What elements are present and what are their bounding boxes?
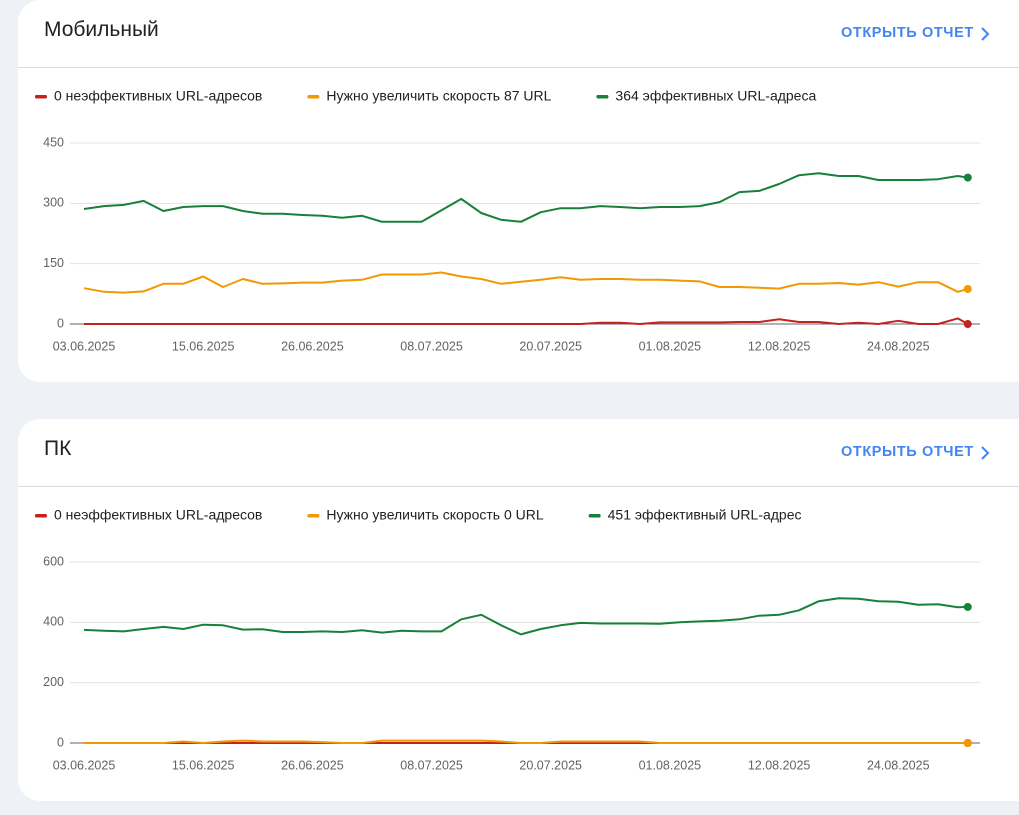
- legend-label: 451 эффективный URL-адрес: [608, 507, 802, 523]
- chart: 0 неэффективных URL-адресов Нужно увеличи…: [35, 507, 980, 772]
- series-line: [83, 597, 968, 636]
- x-tick-label: 03.06.2025: [53, 758, 116, 772]
- open-report-link[interactable]: ОТКРЫТЬ ОТЧЕТ: [841, 444, 974, 460]
- series-line: [83, 271, 969, 294]
- y-tick-label: 0: [57, 735, 64, 749]
- x-tick-label: 24.08.2025: [867, 758, 930, 772]
- chevron-icon[interactable]: [979, 26, 991, 42]
- x-tick-label: 01.08.2025: [639, 339, 702, 353]
- card-title: Мобильный: [44, 18, 159, 41]
- y-tick-label: 150: [43, 256, 64, 270]
- legend-label: 0 неэффективных URL-адресов: [54, 88, 262, 104]
- x-tick-label: 12.08.2025: [748, 339, 811, 353]
- legend-swatch: [588, 514, 601, 518]
- y-tick-label: 450: [43, 135, 64, 149]
- legend-label: 364 эффективных URL-адреса: [615, 88, 816, 104]
- end-point: [963, 173, 972, 182]
- x-tick-label: 26.06.2025: [281, 758, 344, 772]
- end-point: [963, 602, 972, 611]
- y-tick-label: 200: [43, 675, 64, 689]
- card-title: ПК: [44, 437, 72, 460]
- legend-label: 0 неэффективных URL-адресов: [54, 507, 262, 523]
- x-tick-label: 03.06.2025: [53, 339, 116, 353]
- open-report-link[interactable]: ОТКРЫТЬ ОТЧЕТ: [841, 25, 974, 41]
- end-point: [963, 739, 972, 747]
- x-tick-label: 01.08.2025: [639, 758, 702, 772]
- series-line: [84, 317, 969, 325]
- chevron-icon[interactable]: [979, 445, 991, 461]
- legend-label: Нужно увеличить скорость 0 URL: [326, 507, 543, 523]
- y-tick-label: 300: [43, 196, 64, 210]
- legend-swatch: [307, 95, 320, 99]
- end-point: [963, 285, 972, 294]
- x-tick-label: 15.06.2025: [172, 339, 235, 353]
- x-tick-label: 20.07.2025: [519, 758, 582, 772]
- card: Мобильный ОТКРЫТЬ ОТЧЕТ 0 неэффективных …: [18, 0, 1019, 382]
- x-tick-label: 15.06.2025: [172, 758, 235, 772]
- x-tick-label: 26.06.2025: [281, 339, 344, 353]
- series-line: [84, 739, 968, 744]
- y-tick-label: 600: [43, 554, 64, 568]
- legend-swatch: [307, 514, 320, 518]
- y-tick-label: 400: [43, 615, 64, 629]
- end-point: [963, 320, 972, 328]
- x-tick-label: 20.07.2025: [519, 339, 582, 353]
- legend-swatch: [35, 514, 47, 518]
- x-tick-label: 08.07.2025: [400, 339, 463, 353]
- card: ПК ОТКРЫТЬ ОТЧЕТ 0 неэффективных URL-адр…: [18, 419, 1019, 801]
- x-tick-label: 24.08.2025: [867, 339, 930, 353]
- x-tick-label: 08.07.2025: [400, 758, 463, 772]
- divider: [18, 67, 1019, 68]
- legend-label: Нужно увеличить скорость 87 URL: [326, 88, 551, 104]
- legend-swatch: [596, 95, 609, 99]
- divider: [18, 486, 1019, 487]
- x-tick-label: 12.08.2025: [748, 758, 811, 772]
- legend-swatch: [35, 95, 47, 99]
- chart: 0 неэффективных URL-адресов Нужно увеличи…: [35, 88, 980, 353]
- y-tick-label: 0: [57, 316, 64, 330]
- series-line: [83, 172, 968, 223]
